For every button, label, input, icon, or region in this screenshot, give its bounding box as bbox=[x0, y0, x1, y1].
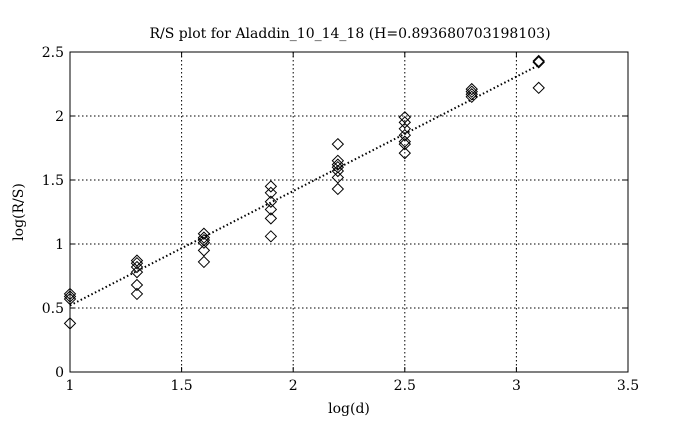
data-points bbox=[63, 54, 545, 330]
data-point bbox=[264, 195, 278, 208]
data-point bbox=[398, 122, 412, 136]
grid bbox=[70, 52, 628, 372]
data-point bbox=[130, 260, 144, 274]
data-point bbox=[264, 212, 278, 225]
x-axis-label: log(d) bbox=[328, 401, 370, 417]
x-tick-label: 2 bbox=[289, 378, 298, 394]
data-point bbox=[465, 85, 478, 98]
data-point bbox=[63, 287, 77, 301]
y-tick-label: 1 bbox=[55, 237, 64, 253]
data-point bbox=[465, 88, 478, 101]
data-point bbox=[331, 182, 345, 196]
data-point bbox=[130, 265, 144, 279]
x-tick-label: 1 bbox=[66, 378, 75, 394]
data-point bbox=[130, 278, 144, 292]
data-point bbox=[532, 56, 545, 69]
data-point bbox=[197, 227, 211, 240]
data-point bbox=[264, 186, 278, 200]
y-tick-label: 2.5 bbox=[42, 45, 64, 61]
data-point bbox=[197, 233, 211, 247]
y-axis-label: log(R/S) bbox=[11, 183, 27, 241]
chart-title: R/S plot for Aladdin_10_14_18 (H=0.89368… bbox=[149, 26, 550, 42]
plot-area-frame bbox=[69, 51, 629, 373]
data-point bbox=[63, 317, 77, 330]
data-point bbox=[197, 255, 211, 269]
data-point bbox=[331, 158, 345, 171]
x-tick-label: 3.5 bbox=[617, 378, 639, 394]
data-point bbox=[63, 290, 77, 303]
data-point bbox=[398, 137, 412, 151]
ticks: 1 1.5 2 2.5 3 3.5 0 0.5 1 1.5 2 2.5 bbox=[42, 45, 639, 394]
data-point bbox=[130, 256, 144, 270]
data-point bbox=[264, 203, 278, 216]
data-point bbox=[398, 116, 412, 129]
x-tick-label: 2.5 bbox=[394, 378, 416, 394]
x-tick-label: 3 bbox=[512, 378, 521, 394]
data-point bbox=[532, 54, 545, 68]
y-tick-label: 1.5 bbox=[42, 173, 64, 189]
data-point bbox=[532, 81, 545, 95]
y-tick-label: 0.5 bbox=[42, 301, 64, 317]
data-point bbox=[465, 90, 478, 104]
data-point bbox=[264, 230, 278, 243]
data-point bbox=[331, 154, 345, 168]
data-point bbox=[398, 128, 412, 142]
data-point bbox=[197, 231, 211, 244]
data-point bbox=[398, 146, 412, 160]
data-point bbox=[331, 164, 345, 178]
data-point bbox=[331, 160, 345, 174]
data-point bbox=[130, 287, 144, 301]
y-tick-label: 0 bbox=[55, 365, 64, 381]
data-point bbox=[197, 236, 211, 249]
x-tick-label: 1.5 bbox=[170, 378, 192, 394]
data-point bbox=[465, 82, 478, 96]
data-point bbox=[264, 180, 278, 193]
data-point bbox=[63, 292, 77, 306]
y-tick-label: 2 bbox=[55, 109, 64, 125]
data-point bbox=[331, 137, 345, 151]
